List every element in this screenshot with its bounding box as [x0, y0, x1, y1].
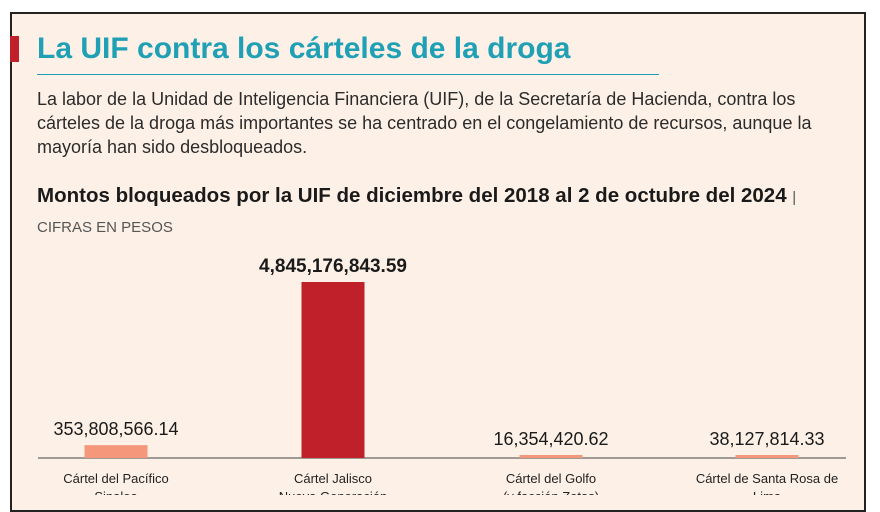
- category-label: Cártel del PacíficoSinaloa: [63, 471, 169, 495]
- bar: [84, 445, 148, 458]
- page-title: La UIF contra los cárteles de la droga: [37, 32, 571, 65]
- bar: [301, 282, 365, 458]
- chart-title: Montos bloqueados por la UIF de diciembr…: [37, 182, 852, 242]
- bar: [519, 455, 583, 458]
- title-separator: |: [792, 189, 797, 206]
- category-label: Cártel del Golfo(y facción Zetas): [503, 471, 599, 495]
- chart-title-text: Montos bloqueados por la UIF de diciembr…: [37, 184, 787, 207]
- intro-paragraph: La labor de la Unidad de Inteligencia Fi…: [37, 89, 812, 157]
- bar-value-label: 353,808,566.14: [53, 419, 178, 439]
- category-label: Cártel de Santa Rosa deLima: [696, 471, 838, 495]
- infographic-panel: La UIF contra los cárteles de la droga L…: [10, 12, 866, 512]
- bar-chart: 353,808,566.14 Cártel del PacíficoSinaloa…: [38, 256, 846, 495]
- title-accent-bar: [10, 36, 19, 62]
- bar-value-label: 4,845,176,843.59: [259, 256, 407, 277]
- title-underline: [37, 74, 659, 75]
- bar-value-label: 38,127,814.33: [709, 429, 824, 449]
- bar-value-label: 16,354,420.62: [493, 429, 608, 449]
- category-label: Cártel JaliscoNueva Generación: [279, 471, 387, 495]
- chart-unit-label: CIFRAS EN PESOS: [37, 219, 173, 236]
- bar: [735, 455, 799, 458]
